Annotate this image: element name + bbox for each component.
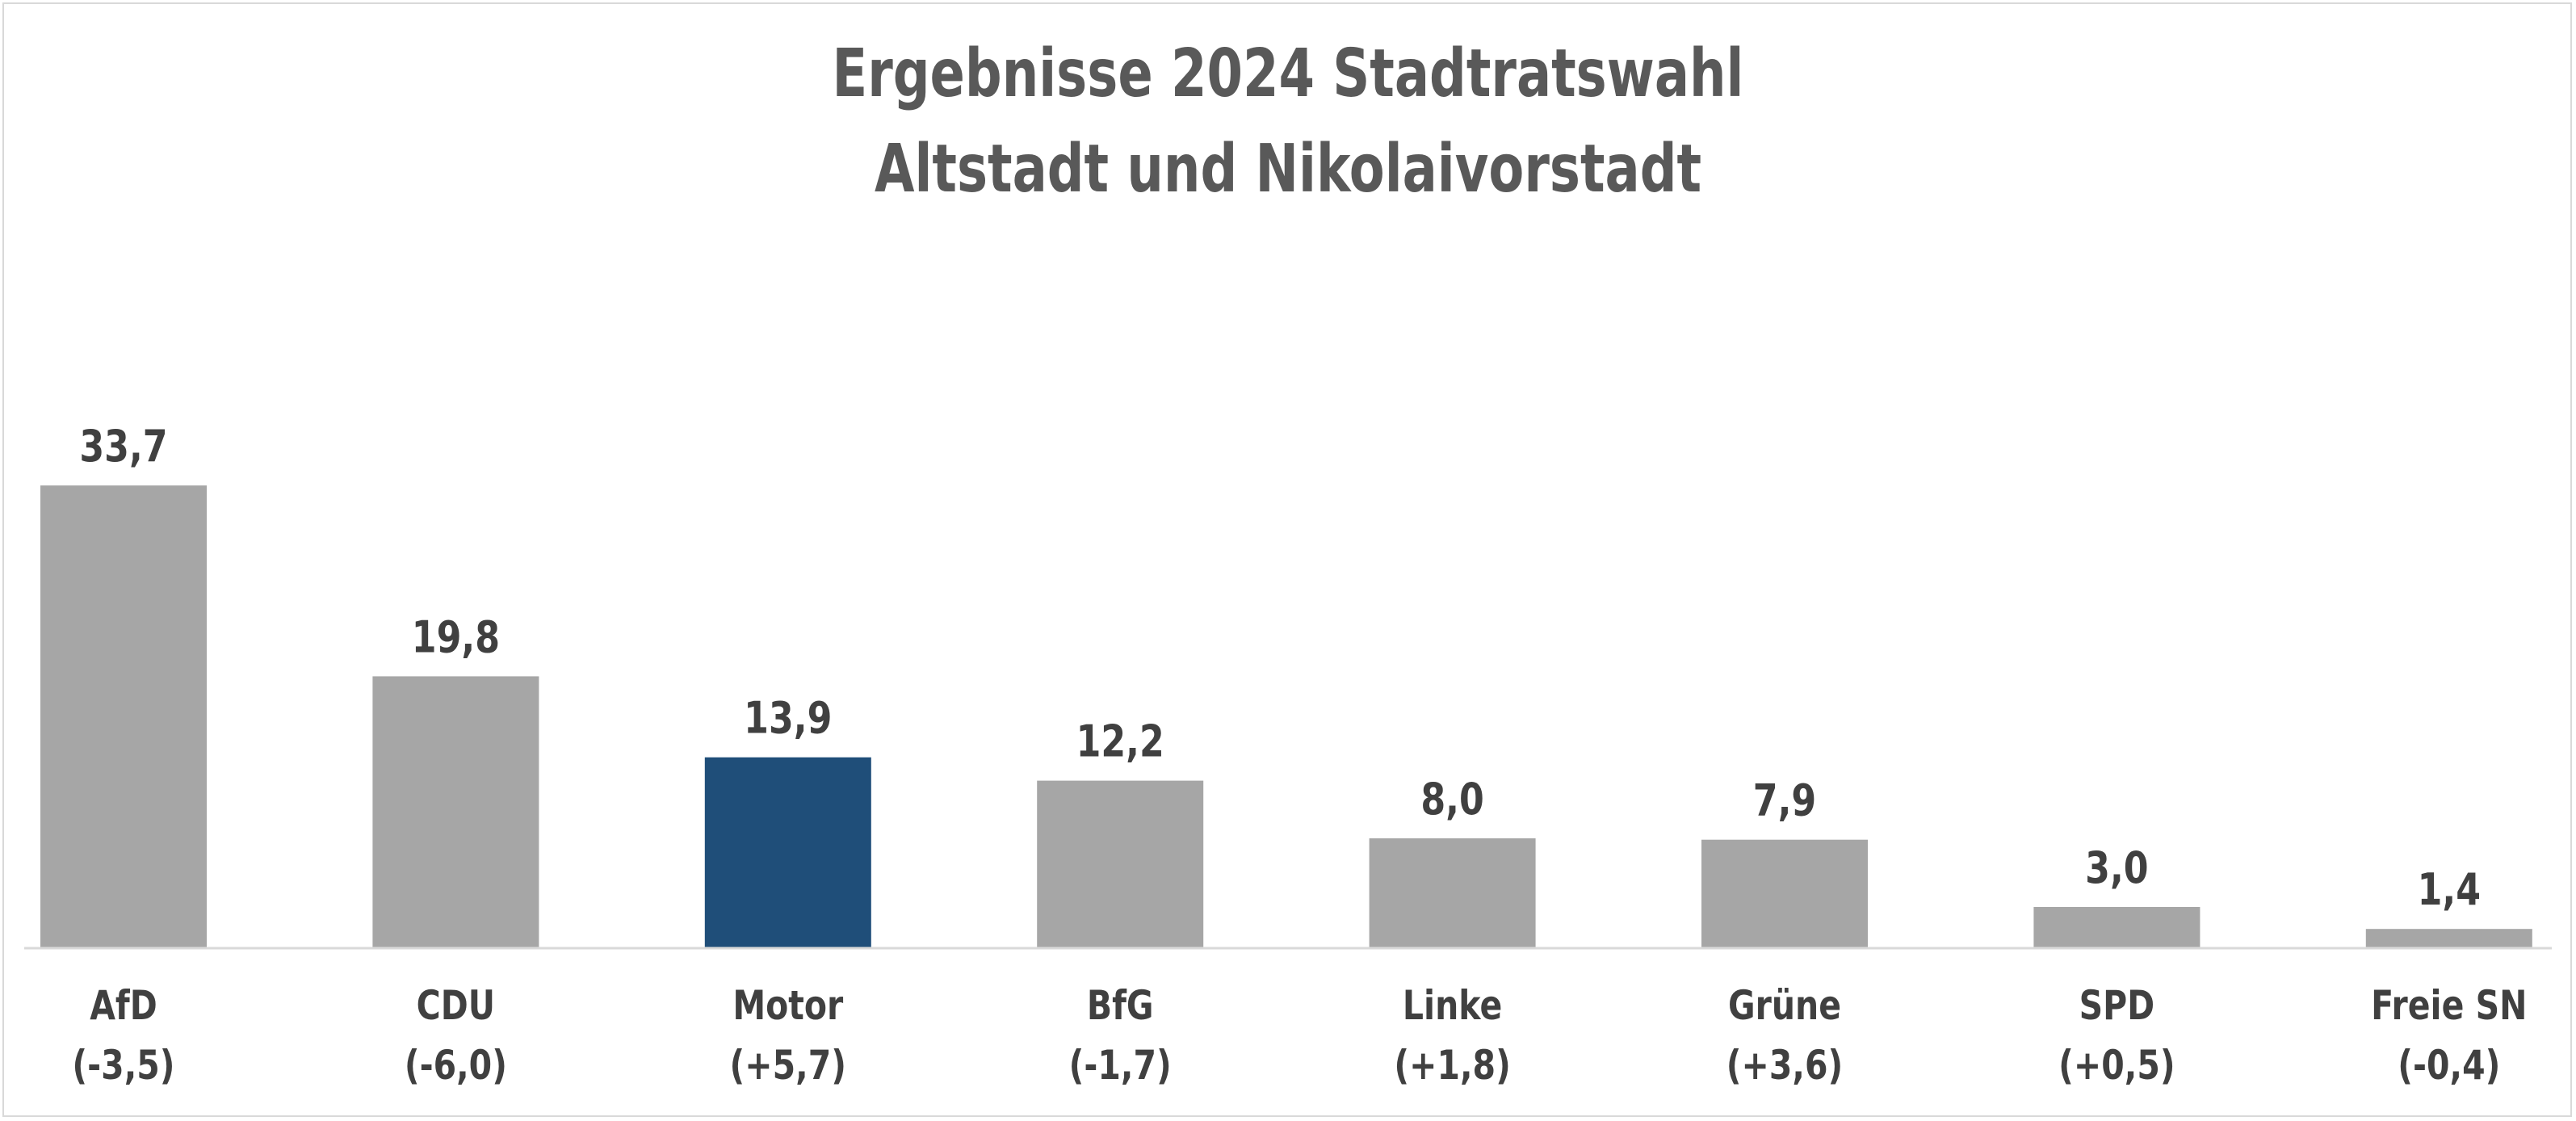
value-label-3: 12,2 (1076, 716, 1164, 766)
value-label-5: 7,9 (1753, 775, 1816, 825)
category-label-1: CDU (417, 982, 495, 1029)
bar-0 (40, 485, 207, 948)
category-label-0: AfD (90, 982, 157, 1029)
bar-2 (704, 757, 871, 948)
value-label-4: 8,0 (1420, 774, 1483, 825)
bar-7 (2365, 929, 2532, 948)
change-label-3: (-1,7) (1069, 1042, 1172, 1089)
change-label-4: (+1,8) (1394, 1042, 1510, 1089)
bar-4 (1369, 838, 1536, 948)
value-label-7: 1,4 (2418, 864, 2481, 915)
category-label-3: BfG (1087, 982, 1154, 1029)
value-label-0: 33,7 (79, 421, 167, 472)
change-label-1: (-6,0) (405, 1042, 507, 1089)
change-label-6: (+0,5) (2058, 1042, 2175, 1089)
category-label-2: Motor (732, 982, 843, 1029)
bar-6 (2033, 907, 2201, 948)
value-label-1: 19,8 (412, 611, 500, 662)
bar-5 (1701, 839, 1868, 948)
category-label-5: Grüne (1728, 982, 1841, 1029)
change-label-2: (+5,7) (730, 1042, 846, 1089)
category-label-4: Linke (1403, 982, 1502, 1029)
value-label-6: 3,0 (2085, 842, 2148, 893)
change-label-5: (+3,6) (1726, 1042, 1843, 1089)
bar-3 (1037, 780, 1204, 948)
chart-title-line-1: Ergebnisse 2024 Stadtratswahl (832, 36, 1744, 112)
category-label-6: SPD (2079, 982, 2155, 1029)
change-label-7: (-0,4) (2398, 1042, 2500, 1089)
value-label-2: 13,9 (744, 692, 832, 743)
category-label-7: Freie SN (2371, 982, 2527, 1029)
chart-title-line-2: Altstadt und Nikolaivorstadt (874, 131, 1702, 208)
bar-1 (372, 676, 539, 948)
change-label-0: (-3,5) (72, 1042, 174, 1089)
